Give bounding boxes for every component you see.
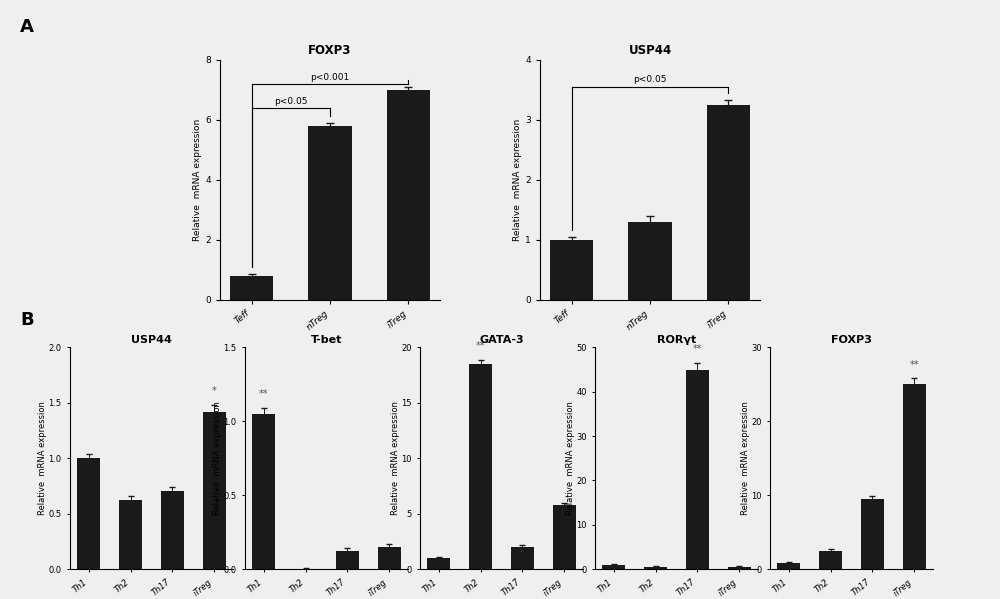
Bar — [469, 364, 492, 569]
Y-axis label: Relative  mRNA expression: Relative mRNA expression — [213, 401, 222, 515]
Title: GATA-3: GATA-3 — [479, 335, 524, 345]
Y-axis label: Relative  mRNA expression: Relative mRNA expression — [38, 401, 47, 515]
Title: USP44: USP44 — [628, 44, 672, 58]
Y-axis label: Relative  mRNA expression: Relative mRNA expression — [513, 119, 522, 241]
Y-axis label: Relative  mRNA expression: Relative mRNA expression — [391, 401, 400, 515]
Text: **: ** — [476, 341, 485, 351]
Title: FOXP3: FOXP3 — [308, 44, 352, 58]
Title: RORγt: RORγt — [657, 335, 696, 345]
Text: p<0.05: p<0.05 — [274, 97, 308, 107]
Text: **: ** — [909, 359, 919, 370]
Title: FOXP3: FOXP3 — [831, 335, 872, 345]
Bar — [903, 385, 926, 569]
Bar — [161, 491, 184, 569]
Bar — [336, 551, 359, 569]
Text: **: ** — [693, 344, 702, 354]
Text: B: B — [20, 311, 34, 329]
Bar — [203, 412, 226, 569]
Text: p<0.05: p<0.05 — [633, 75, 667, 84]
Bar — [387, 90, 430, 300]
Bar — [550, 240, 593, 300]
Bar — [777, 563, 800, 569]
Bar — [252, 414, 275, 569]
Text: A: A — [20, 18, 34, 36]
Bar — [602, 565, 625, 569]
Y-axis label: Relative  mRNA expression: Relative mRNA expression — [193, 119, 202, 241]
Text: *: * — [212, 386, 216, 396]
Bar — [511, 547, 534, 569]
Title: T-bet: T-bet — [311, 335, 342, 345]
Bar — [427, 558, 450, 569]
Bar — [119, 500, 142, 569]
Text: p<0.001: p<0.001 — [310, 73, 350, 82]
Y-axis label: Relative  mRNA expression: Relative mRNA expression — [566, 401, 575, 515]
Bar — [728, 567, 751, 569]
Bar — [308, 126, 352, 300]
Bar — [77, 458, 100, 569]
Bar — [861, 499, 884, 569]
Y-axis label: Relative  mRNA expression: Relative mRNA expression — [741, 401, 750, 515]
Bar — [378, 547, 401, 569]
Bar — [230, 276, 273, 300]
Bar — [644, 567, 667, 569]
Text: **: ** — [259, 389, 269, 399]
Bar — [707, 105, 750, 300]
Bar — [628, 222, 672, 300]
Title: USP44: USP44 — [131, 335, 172, 345]
Bar — [553, 505, 576, 569]
Bar — [819, 550, 842, 569]
Bar — [686, 370, 709, 569]
